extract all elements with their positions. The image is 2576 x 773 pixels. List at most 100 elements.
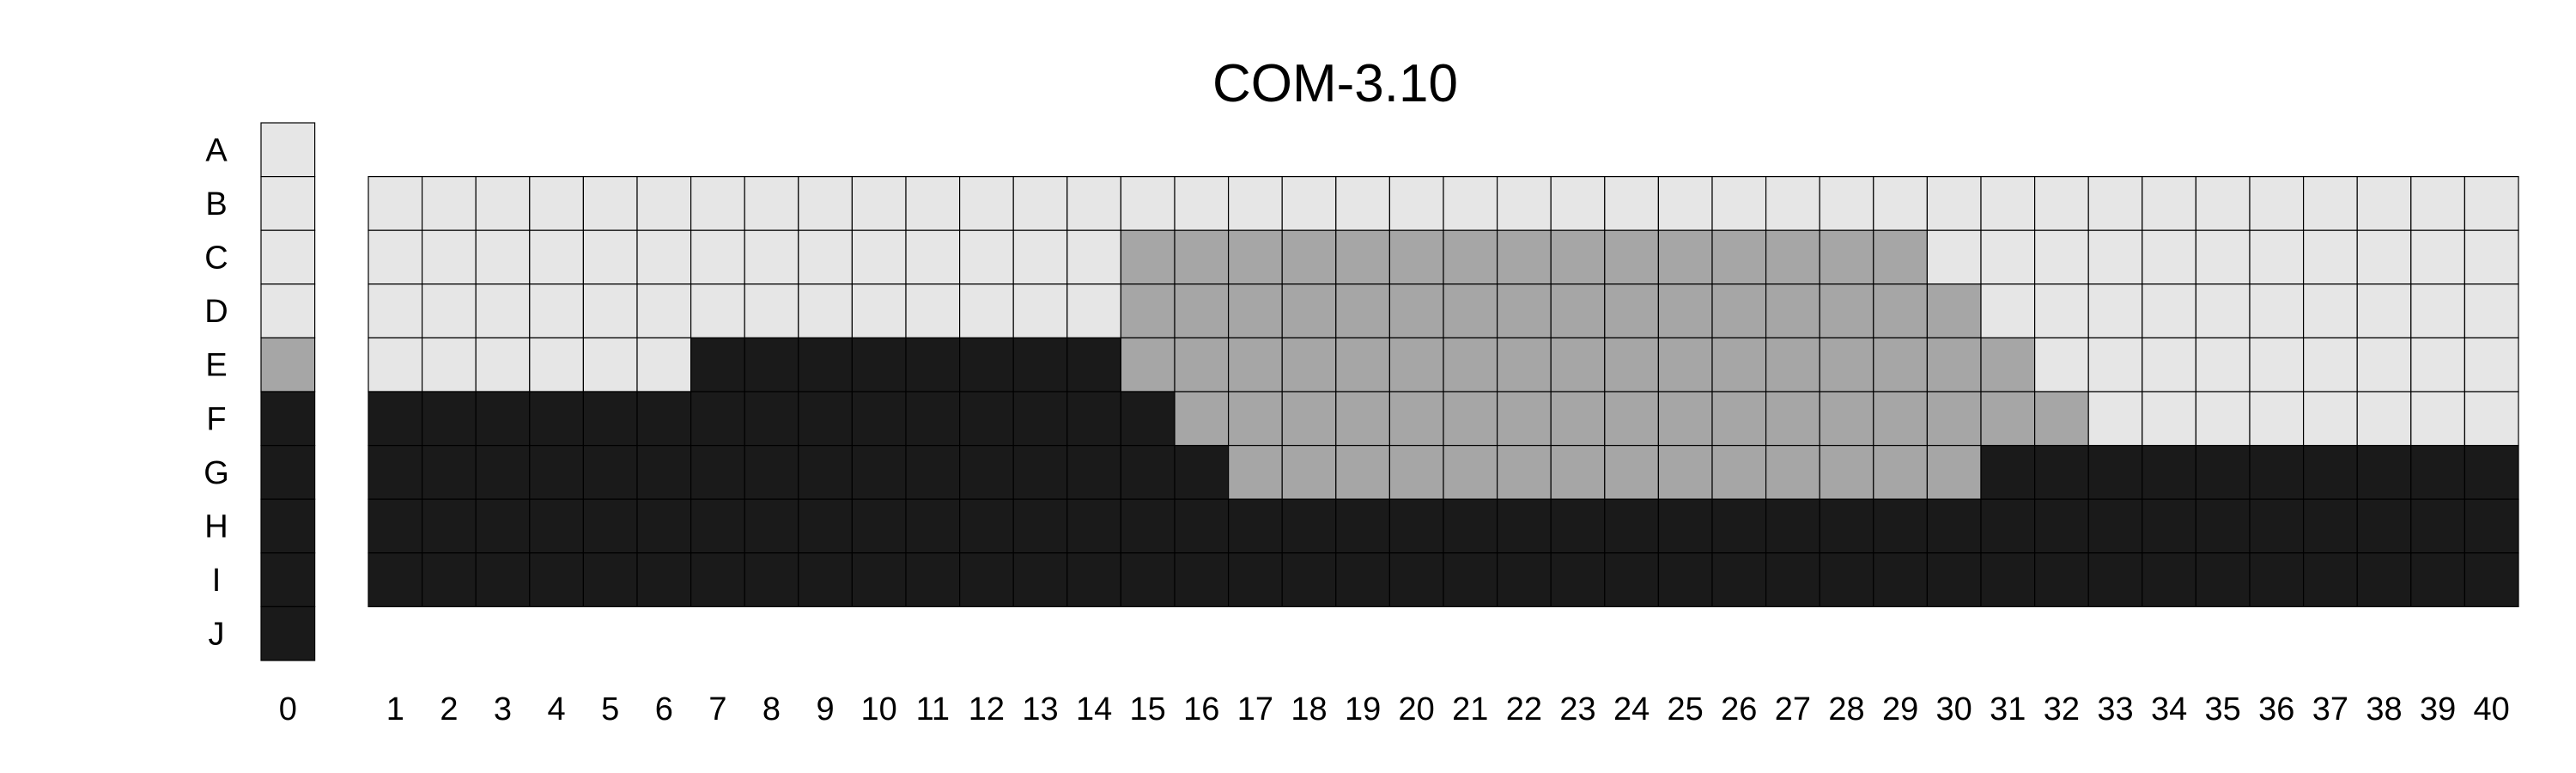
- grid-cell-c-14: [1066, 229, 1122, 285]
- grid-cell-f-11: [905, 391, 961, 447]
- grid-cell-c-3: [475, 229, 531, 285]
- grid-cell-i-16: [1174, 552, 1230, 607]
- grid-cell-d-9: [798, 283, 853, 338]
- col0-cell-i: [260, 552, 316, 607]
- column-label-3: 3: [494, 691, 512, 727]
- grid-cell-h-30: [1926, 498, 1982, 554]
- grid-cell-b-23: [1550, 176, 1606, 231]
- grid-cell-b-13: [1012, 176, 1068, 231]
- grid-cell-g-10: [851, 444, 907, 500]
- grid-cell-f-4: [529, 391, 584, 447]
- grid-cell-d-12: [958, 283, 1014, 338]
- grid-cell-g-36: [2249, 444, 2305, 500]
- grid-cell-b-9: [798, 176, 853, 231]
- col0-cell-b: [260, 176, 316, 231]
- grid-cell-h-28: [1819, 498, 1874, 554]
- grid-cell-f-27: [1765, 391, 1820, 447]
- grid-cell-h-7: [690, 498, 745, 554]
- column-labels: 0 1 2 3 4 5 6 7 8 9 10 11 12 13 14 15 16 17 18 19 20 21 22 23 24…: [279, 691, 2510, 727]
- grid-cell-b-24: [1604, 176, 1660, 231]
- grid-cell-c-34: [2142, 229, 2197, 285]
- grid-cell-f-29: [1873, 391, 1929, 447]
- grid-cell-h-11: [905, 498, 961, 554]
- grid-cell-h-6: [636, 498, 692, 554]
- grid-cell-c-16: [1174, 229, 1230, 285]
- grid-cell-g-6: [636, 444, 692, 500]
- grid-cell-d-25: [1657, 283, 1713, 338]
- col0-cell-e: [260, 337, 316, 393]
- grid-cell-d-6: [636, 283, 692, 338]
- grid-cell-h-40: [2464, 498, 2519, 554]
- row-label-j: J: [209, 617, 225, 653]
- grid-cell-b-19: [1335, 176, 1391, 231]
- column-label-10: 10: [861, 691, 897, 727]
- grid-cell-b-40: [2464, 176, 2519, 231]
- grid-cell-b-1: [368, 176, 423, 231]
- grid-cell-c-21: [1443, 229, 1498, 285]
- grid-cell-h-9: [798, 498, 853, 554]
- grid-cell-f-37: [2303, 391, 2358, 447]
- grid-cell-g-39: [2410, 444, 2466, 500]
- grid-cell-e-4: [529, 337, 584, 393]
- grid-cell-g-33: [2087, 444, 2143, 500]
- grid-cell-e-20: [1388, 337, 1444, 393]
- grid-cell-f-30: [1926, 391, 1982, 447]
- grid-cell-c-18: [1281, 229, 1337, 285]
- grid-cell-h-36: [2249, 498, 2305, 554]
- grid-cell-d-5: [582, 283, 638, 338]
- grid-cell-c-7: [690, 229, 745, 285]
- grid-cell-d-31: [1980, 283, 2036, 338]
- column-label-26: 26: [1721, 691, 1757, 727]
- grid-cell-g-40: [2464, 444, 2519, 500]
- grid-cell-b-22: [1496, 176, 1552, 231]
- grid-cell-h-5: [582, 498, 638, 554]
- column-label-37: 37: [2312, 691, 2348, 727]
- grid-cell-c-35: [2195, 229, 2251, 285]
- grid-cell-e-29: [1873, 337, 1929, 393]
- column-label-17: 17: [1237, 691, 1273, 727]
- grid-cell-d-38: [2356, 283, 2412, 338]
- column-label-25: 25: [1668, 691, 1704, 727]
- grid-cell-c-2: [422, 229, 477, 285]
- grid-cell-b-18: [1281, 176, 1337, 231]
- row-label-g: G: [204, 455, 229, 491]
- grid-cell-g-2: [422, 444, 477, 500]
- grid-cell-b-31: [1980, 176, 2036, 231]
- grid-cell-f-36: [2249, 391, 2305, 447]
- row-label-a: A: [205, 132, 228, 168]
- grid-cell-f-35: [2195, 391, 2251, 447]
- col0-cell-d: [260, 283, 316, 338]
- grid-cell-e-7: [690, 337, 745, 393]
- grid-cell-h-21: [1443, 498, 1498, 554]
- grid-cell-g-8: [744, 444, 799, 500]
- grid-cell-d-18: [1281, 283, 1337, 338]
- grid-cell-g-3: [475, 444, 531, 500]
- grid-cell-h-31: [1980, 498, 2036, 554]
- grid-cell-d-10: [851, 283, 907, 338]
- column-label-34: 34: [2151, 691, 2187, 727]
- grid-cell-i-36: [2249, 552, 2305, 607]
- grid-cell-g-19: [1335, 444, 1391, 500]
- grid-cell-f-14: [1066, 391, 1122, 447]
- grid-cell-f-7: [690, 391, 745, 447]
- grid-cell-e-24: [1604, 337, 1660, 393]
- grid-cell-i-4: [529, 552, 584, 607]
- grid-cell-f-22: [1496, 391, 1552, 447]
- grid-cell-g-1: [368, 444, 423, 500]
- grid-cell-g-20: [1388, 444, 1444, 500]
- grid-cell-c-13: [1012, 229, 1068, 285]
- grid-cell-b-3: [475, 176, 531, 231]
- grid-cell-b-6: [636, 176, 692, 231]
- column-label-28: 28: [1828, 691, 1864, 727]
- column-label-16: 16: [1183, 691, 1219, 727]
- grid-cell-g-31: [1980, 444, 2036, 500]
- grid-cell-h-33: [2087, 498, 2143, 554]
- grid-cell-f-28: [1819, 391, 1874, 447]
- grid-cell-e-14: [1066, 337, 1122, 393]
- grid-cell-c-37: [2303, 229, 2358, 285]
- grid-cell-f-39: [2410, 391, 2466, 447]
- grid-cell-e-37: [2303, 337, 2358, 393]
- column-label-18: 18: [1291, 691, 1327, 727]
- grid-cell-c-11: [905, 229, 961, 285]
- grid-cell-e-13: [1012, 337, 1068, 393]
